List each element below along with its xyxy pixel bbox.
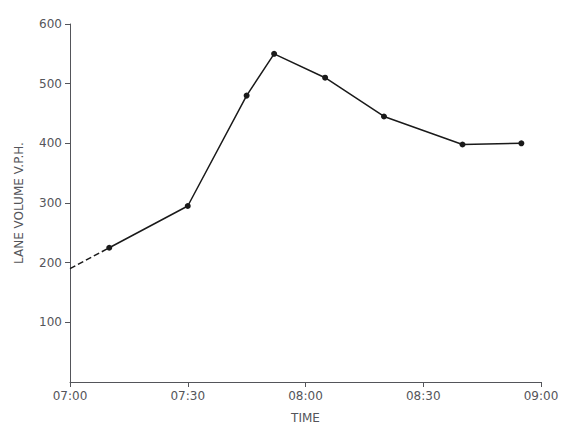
svg-text:300: 300 (39, 196, 62, 210)
svg-text:08:00: 08:00 (288, 389, 323, 403)
svg-text:LANE VOLUME V.P.H.: LANE VOLUME V.P.H. (12, 142, 26, 264)
svg-text:08:30: 08:30 (406, 389, 441, 403)
svg-text:07:00: 07:00 (53, 389, 88, 403)
svg-text:100: 100 (39, 315, 62, 329)
svg-text:600: 600 (39, 17, 62, 31)
svg-text:500: 500 (39, 77, 62, 91)
svg-text:400: 400 (39, 136, 62, 150)
svg-text:200: 200 (39, 256, 62, 270)
svg-text:07:30: 07:30 (170, 389, 205, 403)
svg-text:TIME: TIME (290, 411, 320, 425)
svg-text:09:00: 09:00 (524, 389, 559, 403)
